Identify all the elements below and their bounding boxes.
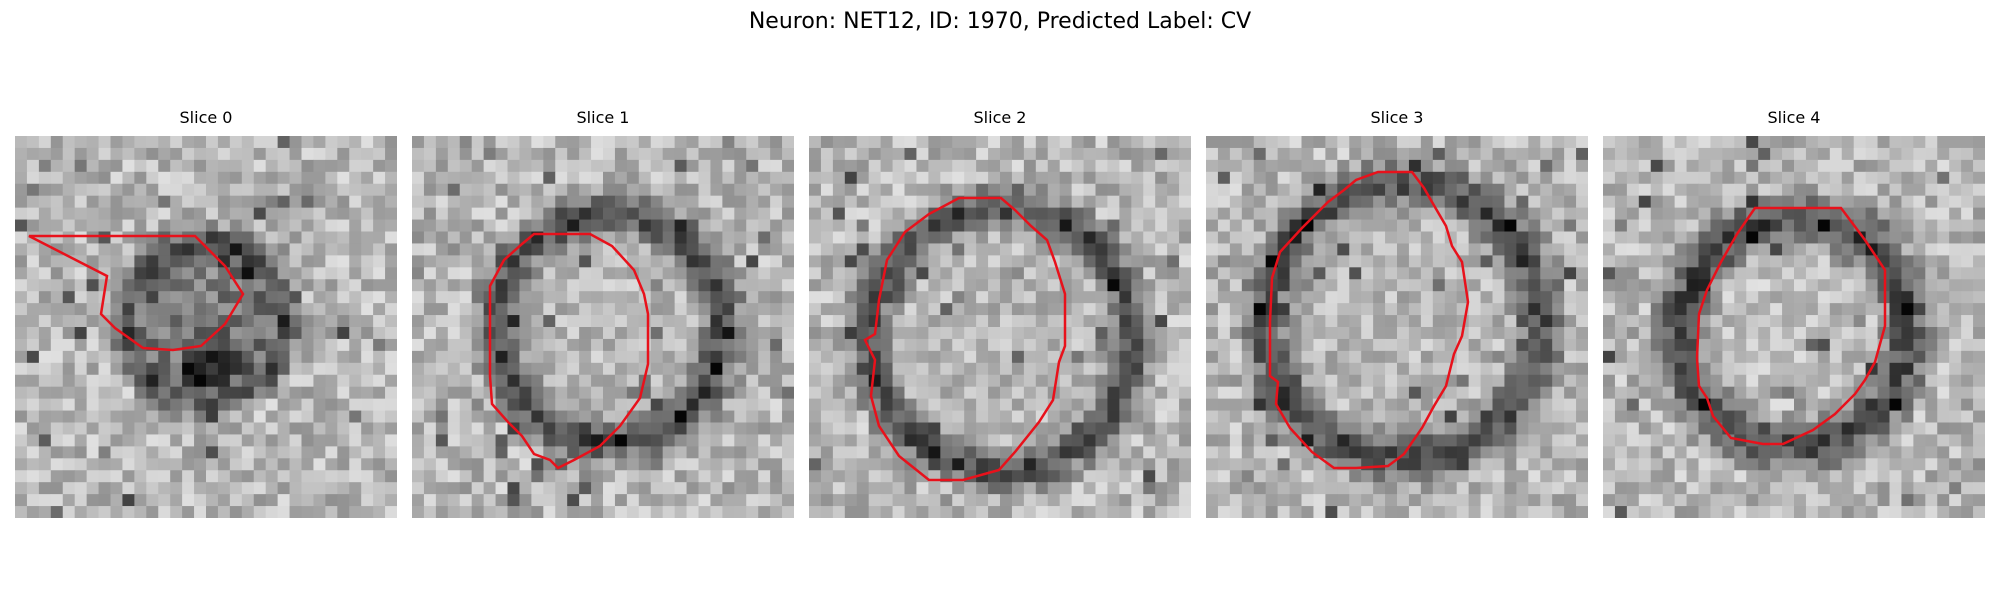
slice-title: Slice 1 — [412, 108, 794, 128]
slice-panel-2: Slice 2 — [809, 108, 1191, 518]
pixel-grid — [412, 136, 794, 518]
slice-title: Slice 4 — [1603, 108, 1985, 128]
slice-title: Slice 3 — [1206, 108, 1588, 128]
slice-title: Slice 2 — [809, 108, 1191, 128]
slice-title: Slice 0 — [15, 108, 397, 128]
pixel-grid — [809, 136, 1191, 518]
slice-panel-0: Slice 0 — [15, 108, 397, 518]
slice-image-1 — [412, 136, 794, 518]
slice-image-2 — [809, 136, 1191, 518]
slice-panel-4: Slice 4 — [1603, 108, 1985, 518]
slice-image-0 — [15, 136, 397, 518]
pixel-grid — [1603, 136, 1985, 518]
figure-title: Neuron: NET12, ID: 1970, Predicted Label… — [0, 8, 2000, 36]
slice-panel-3: Slice 3 — [1206, 108, 1588, 518]
pixel-grid — [15, 136, 397, 518]
slice-image-4 — [1603, 136, 1985, 518]
slice-panel-1: Slice 1 — [412, 108, 794, 518]
slice-image-3 — [1206, 136, 1588, 518]
